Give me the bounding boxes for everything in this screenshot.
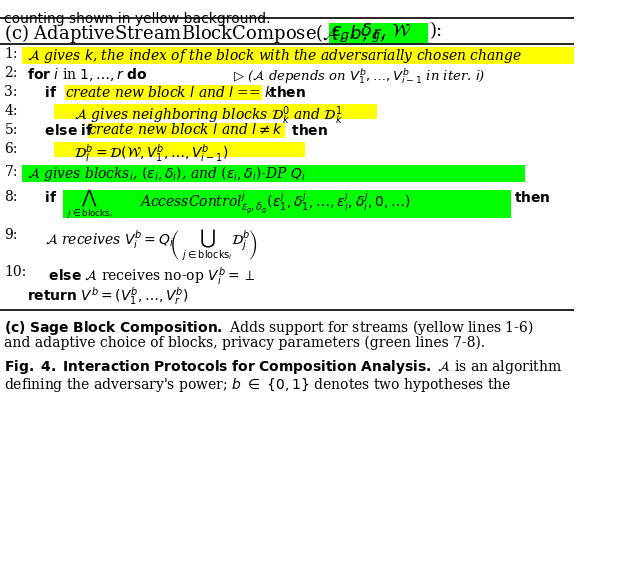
Text: 5:: 5: xyxy=(4,123,18,137)
Text: $\mathcal{A}$ gives neighboring blocks $\mathcal{D}_k^0$ and $\mathcal{D}_k^1$: $\mathcal{A}$ gives neighboring blocks $… xyxy=(58,104,344,127)
Text: AccessControl$^j_{\epsilon_g, \delta_g}(\epsilon_1^j, \delta_1^j, \ldots, \epsil: AccessControl$^j_{\epsilon_g, \delta_g}(… xyxy=(139,190,411,216)
Text: $\mathbf{if}$: $\mathbf{if}$ xyxy=(27,190,58,205)
Text: $\mathcal{A}$ gives blocks$_i$, $(\epsilon_i, \delta_i)$, and $(\epsilon_i, \del: $\mathcal{A}$ gives blocks$_i$, $(\epsil… xyxy=(27,165,306,183)
Text: 7:: 7: xyxy=(4,165,18,179)
Bar xyxy=(0,44,574,382)
Text: 4:: 4: xyxy=(4,104,18,118)
Text: 9:: 9: xyxy=(4,228,18,242)
Text: $\mathbf{for}$ $i$ in $1, \ldots, r$ $\mathbf{do}$: $\mathbf{for}$ $i$ in $1, \ldots, r$ $\m… xyxy=(27,66,148,83)
Text: $\mathbf{then}$: $\mathbf{then}$ xyxy=(514,190,550,205)
FancyBboxPatch shape xyxy=(88,123,285,138)
Text: create new block $l$ and $l \neq k$: create new block $l$ and $l \neq k$ xyxy=(88,123,283,138)
Text: 10:: 10: xyxy=(4,265,27,279)
Text: $\mathbf{return}$ $V^b = (V_1^b, \ldots, V_r^b)$: $\mathbf{return}$ $V^b = (V_1^b, \ldots,… xyxy=(27,285,189,307)
Text: 1:: 1: xyxy=(4,47,18,61)
Text: $\mathbf{then}$: $\mathbf{then}$ xyxy=(264,85,306,100)
Text: ):: ): xyxy=(429,22,443,40)
Text: $\bigwedge_{j \in \mathrm{blocks}_i}$: $\bigwedge_{j \in \mathrm{blocks}_i}$ xyxy=(67,188,113,221)
Text: 3:: 3: xyxy=(4,85,18,99)
Text: $\mathcal{A}$ gives $k$, the index of the block with the adversarially chosen ch: $\mathcal{A}$ gives $k$, the index of th… xyxy=(27,47,522,65)
Text: $\mathbf{(c)\ Sage\ Block\ Composition.}$ Adds support for streams (yellow lines: $\mathbf{(c)\ Sage\ Block\ Composition.}… xyxy=(4,318,534,337)
FancyBboxPatch shape xyxy=(54,142,305,157)
Text: $\mathcal{D}_l^b = \mathcal{D}(\mathcal{W}, V_1^b, \ldots, V_{i-1}^b)$: $\mathcal{D}_l^b = \mathcal{D}(\mathcal{… xyxy=(58,142,228,164)
Text: $\mathbf{else}$ $\mathbf{if}$: $\mathbf{else}$ $\mathbf{if}$ xyxy=(27,123,93,138)
FancyBboxPatch shape xyxy=(65,85,262,100)
Text: $\mathbf{Fig.\ 4.\ Interaction\ Protocols\ for\ Composition\ Analysis.}$ $\mathc: $\mathbf{Fig.\ 4.\ Interaction\ Protocol… xyxy=(4,358,563,376)
Text: $\mathbf{if}$: $\mathbf{if}$ xyxy=(27,85,58,100)
Text: counting shown in yellow background.: counting shown in yellow background. xyxy=(4,12,271,26)
Text: defining the adversary's power; $b\ \in\ \{0,1\}$ denotes two hypotheses the: defining the adversary's power; $b\ \in\… xyxy=(4,376,512,394)
FancyBboxPatch shape xyxy=(329,23,428,43)
Text: and adaptive choice of blocks, privacy parameters (green lines 7-8).: and adaptive choice of blocks, privacy p… xyxy=(4,336,486,351)
Text: (c) AdaptiveStreamBlockCompose($\mathcal{A}$, $b$, $r$,: (c) AdaptiveStreamBlockCompose($\mathcal… xyxy=(4,22,388,45)
FancyBboxPatch shape xyxy=(54,104,377,119)
Text: 6:: 6: xyxy=(4,142,18,156)
Text: $\mathbf{then}$: $\mathbf{then}$ xyxy=(287,123,328,138)
Text: 2:: 2: xyxy=(4,66,18,80)
FancyBboxPatch shape xyxy=(63,190,511,218)
Text: $\mathbf{else}$ $\mathcal{A}$ receives no-op $V_i^b = \perp$: $\mathbf{else}$ $\mathcal{A}$ receives n… xyxy=(31,265,255,287)
FancyBboxPatch shape xyxy=(22,47,574,64)
Text: $\triangleright$ ($\mathcal{A}$ depends on $V_1^b, \ldots, V_{i-1}^b$ in iter. $: $\triangleright$ ($\mathcal{A}$ depends … xyxy=(233,66,486,85)
FancyBboxPatch shape xyxy=(22,165,525,182)
Text: $\epsilon_g$, $\delta_g$, $\mathcal{W}$: $\epsilon_g$, $\delta_g$, $\mathcal{W}$ xyxy=(331,22,412,45)
Text: create new block $l$ and $l$ == $k$: create new block $l$ and $l$ == $k$ xyxy=(65,85,275,100)
Text: 8:: 8: xyxy=(4,190,18,204)
Text: $\mathcal{A}$ receives $V_i^b = Q_i\!\left(\;\bigcup_{j \in \mathrm{blocks}_i} \: $\mathcal{A}$ receives $V_i^b = Q_i\!\le… xyxy=(45,228,258,263)
